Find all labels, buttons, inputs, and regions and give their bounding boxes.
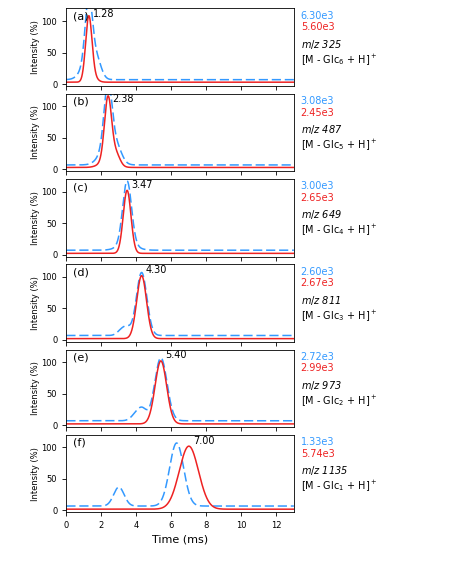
- Text: 4.30: 4.30: [146, 265, 167, 275]
- Text: 3.47: 3.47: [131, 180, 153, 190]
- Y-axis label: Intensity (%): Intensity (%): [31, 20, 40, 74]
- Y-axis label: Intensity (%): Intensity (%): [31, 446, 40, 501]
- Text: [M - Glc$_5$ + H]$^+$: [M - Glc$_5$ + H]$^+$: [301, 137, 377, 152]
- Text: $m/z$ 487: $m/z$ 487: [301, 123, 342, 136]
- Text: [M - Glc$_3$ + H]$^+$: [M - Glc$_3$ + H]$^+$: [301, 307, 377, 323]
- Text: 1.28: 1.28: [93, 9, 115, 19]
- Text: 3.00e3: 3.00e3: [301, 181, 334, 191]
- Text: 2.99e3: 2.99e3: [301, 364, 334, 373]
- Text: $m/z$ 1135: $m/z$ 1135: [301, 464, 348, 477]
- Y-axis label: Intensity (%): Intensity (%): [31, 361, 40, 415]
- Text: 6.30e3: 6.30e3: [301, 11, 334, 21]
- X-axis label: Time (ms): Time (ms): [152, 534, 208, 544]
- Text: $m/z$ 649: $m/z$ 649: [301, 208, 342, 221]
- Text: 2.72e3: 2.72e3: [301, 352, 335, 362]
- Text: 3.08e3: 3.08e3: [301, 96, 334, 106]
- Text: [M - Glc$_2$ + H]$^+$: [M - Glc$_2$ + H]$^+$: [301, 393, 377, 408]
- Text: (e): (e): [73, 352, 89, 363]
- Text: 7.00: 7.00: [193, 436, 215, 445]
- Text: 1.33e3: 1.33e3: [301, 437, 334, 447]
- Text: (f): (f): [73, 438, 86, 448]
- Text: $m/z$ 973: $m/z$ 973: [301, 379, 342, 392]
- Text: (b): (b): [73, 97, 89, 107]
- Text: [M - Glc$_1$ + H]$^+$: [M - Glc$_1$ + H]$^+$: [301, 478, 377, 493]
- Text: 5.40: 5.40: [165, 350, 187, 360]
- Text: [M - Glc$_4$ + H]$^+$: [M - Glc$_4$ + H]$^+$: [301, 222, 377, 238]
- Text: (c): (c): [73, 182, 88, 192]
- Y-axis label: Intensity (%): Intensity (%): [31, 105, 40, 159]
- Y-axis label: Intensity (%): Intensity (%): [31, 276, 40, 330]
- Text: 5.60e3: 5.60e3: [301, 23, 334, 33]
- Y-axis label: Intensity (%): Intensity (%): [31, 191, 40, 245]
- Text: 2.45e3: 2.45e3: [301, 108, 335, 118]
- Text: $m/z$ 325: $m/z$ 325: [301, 38, 342, 51]
- Text: 2.38: 2.38: [112, 95, 134, 104]
- Text: 2.65e3: 2.65e3: [301, 193, 335, 203]
- Text: $m/z$ 811: $m/z$ 811: [301, 294, 341, 307]
- Text: (d): (d): [73, 267, 89, 278]
- Text: 2.60e3: 2.60e3: [301, 267, 334, 276]
- Text: (a): (a): [73, 12, 89, 21]
- Text: 5.74e3: 5.74e3: [301, 449, 335, 459]
- Text: [M - Glc$_6$ + H]$^+$: [M - Glc$_6$ + H]$^+$: [301, 52, 377, 67]
- Text: 2.67e3: 2.67e3: [301, 278, 335, 288]
